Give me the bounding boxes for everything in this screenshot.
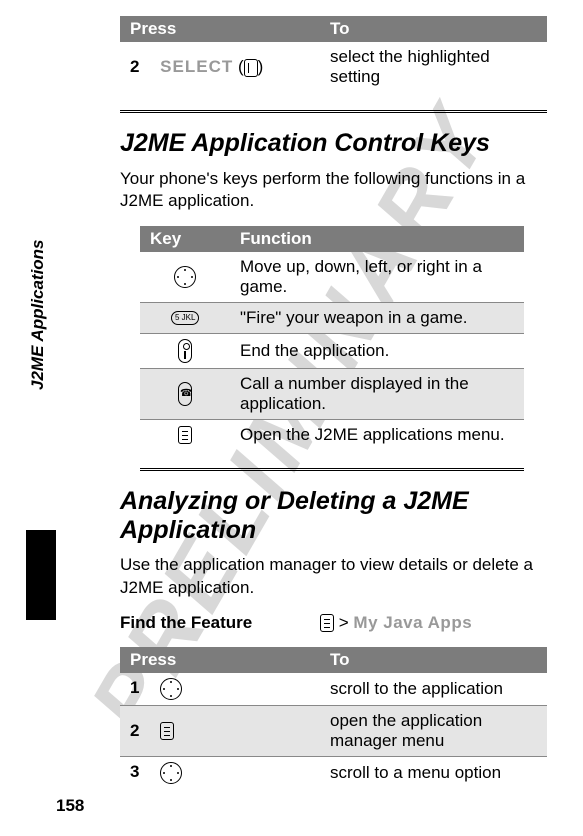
- table3-row1-press: 1: [120, 673, 320, 706]
- table2-header-key: Key: [140, 226, 230, 252]
- find-the-feature-row: Find the Feature > My Java Apps: [120, 613, 547, 633]
- heading-control-keys: J2ME Application Control Keys: [120, 129, 547, 158]
- table3-row2-to: open the application manager menu: [320, 705, 547, 756]
- key-function-table: Key Function Move up, down, left, or rig…: [140, 226, 524, 450]
- call-key-function: Call a number displayed in the applicati…: [230, 368, 524, 419]
- table3-row3-press: 3: [120, 756, 320, 789]
- nav-key-cell: [140, 252, 230, 303]
- page-number: 158: [56, 796, 84, 816]
- nav-key-icon: [160, 678, 182, 700]
- end-key-icon: [178, 339, 192, 363]
- table1-row-to: select the highlighted setting: [320, 42, 547, 92]
- table1-header-to: To: [320, 16, 547, 42]
- press-to-table-top: Press To 2 SELECT () select the highligh…: [120, 16, 547, 92]
- five-key-cell: 5 JKL: [140, 302, 230, 333]
- table3-row1-to: scroll to the application: [320, 673, 547, 706]
- table1-row-press: 2 SELECT (): [120, 42, 320, 92]
- end-key-cell: [140, 333, 230, 368]
- call-key-cell: [140, 368, 230, 419]
- table3-header-to: To: [320, 647, 547, 673]
- table3-row2-press: 2: [120, 705, 320, 756]
- menu-key-cell: [140, 419, 230, 450]
- call-key-icon: [178, 382, 192, 406]
- table2-header-function: Function: [230, 226, 524, 252]
- table1-header-press: Press: [120, 16, 320, 42]
- body-control-keys: Your phone's keys perform the following …: [120, 168, 547, 212]
- step-number: 2: [130, 57, 146, 77]
- table-bottom-rule: [140, 468, 524, 471]
- feature-path: > My Java Apps: [320, 613, 472, 633]
- heading-analyzing: Analyzing or Deleting a J2ME Application: [120, 487, 547, 545]
- select-softkey-label: SELECT: [160, 57, 233, 76]
- softkey-icon: [244, 59, 258, 77]
- side-black-bar: [26, 530, 56, 620]
- end-key-function: End the application.: [230, 333, 524, 368]
- nav-key-icon: [160, 762, 182, 784]
- menu-key-function: Open the J2ME applications menu.: [230, 419, 524, 450]
- my-java-apps-label: My Java Apps: [353, 613, 472, 632]
- nav-key-icon: [174, 266, 196, 288]
- body-analyzing: Use the application manager to view deta…: [120, 554, 547, 598]
- feature-separator: >: [339, 613, 349, 632]
- five-key-function: "Fire" your weapon in a game.: [230, 302, 524, 333]
- step-number: 1: [130, 678, 146, 698]
- five-key-icon: 5 JKL: [171, 311, 199, 325]
- menu-key-icon: [178, 426, 192, 444]
- table3-row3-to: scroll to a menu option: [320, 756, 547, 789]
- table3-header-press: Press: [120, 647, 320, 673]
- menu-key-icon: [160, 722, 174, 740]
- table-bottom-rule: [120, 110, 547, 113]
- find-the-feature-label: Find the Feature: [120, 613, 320, 633]
- step-number: 2: [130, 721, 146, 741]
- menu-key-icon: [320, 614, 334, 632]
- side-section-label: J2ME Applications: [28, 239, 48, 390]
- nav-key-function: Move up, down, left, or right in a game.: [230, 252, 524, 303]
- page-content: Press To 2 SELECT () select the highligh…: [0, 0, 583, 823]
- step-number: 3: [130, 762, 146, 782]
- press-to-table-bottom: Press To 1 scroll to the application 2 o…: [120, 647, 547, 789]
